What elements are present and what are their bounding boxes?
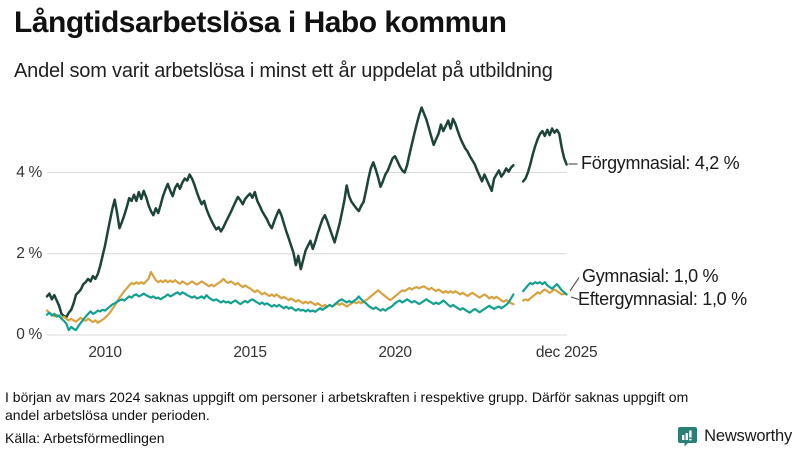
series-label-förgymnasial: Förgymnasial: 4,2 % — [581, 153, 740, 173]
newsworthy-wordmark: Newsworthy — [704, 427, 792, 445]
y-tick-label: 4 % — [16, 163, 42, 181]
leader-gymnasial — [569, 277, 580, 292]
label-leader-lines — [568, 163, 580, 301]
series-line-eftergymnasial — [45, 270, 568, 324]
newsworthy-icon — [678, 427, 698, 447]
source-note: Källa: Arbetsförmedlingen — [5, 430, 165, 446]
y-tick-label: 2 % — [16, 244, 42, 262]
series-label-eftergymnasial: Eftergymnasial: 1,0 % — [578, 289, 747, 309]
page-title: Långtidsarbetslösa i Habo kommun — [14, 6, 507, 39]
chart-subtitle: Andel som varit arbetslösa i minst ett å… — [14, 60, 553, 82]
footnote: I början av mars 2024 saknas uppgift om … — [5, 388, 787, 424]
series-line-gymnasial — [45, 281, 568, 332]
x-tick-label: 2020 — [378, 344, 412, 361]
series-label-gymnasial: Gymnasial: 1,0 % — [582, 266, 719, 286]
series-lines — [45, 106, 568, 332]
footnote-line-1: I början av mars 2024 saknas uppgift om … — [5, 389, 689, 405]
x-tick-label: dec 2025 — [535, 344, 598, 361]
x-tick-label: 2010 — [88, 344, 122, 361]
footnote-line-2: andel arbetslösa under perioden. — [5, 407, 210, 424]
newsworthy-logo: Newsworthy — [677, 426, 792, 447]
leader-eftergymnasial — [570, 296, 580, 301]
x-tick-label: 2015 — [233, 344, 267, 361]
gridlines — [47, 172, 567, 336]
series-line-förgymnasial — [45, 106, 568, 319]
y-tick-label: 0 % — [16, 326, 42, 343]
